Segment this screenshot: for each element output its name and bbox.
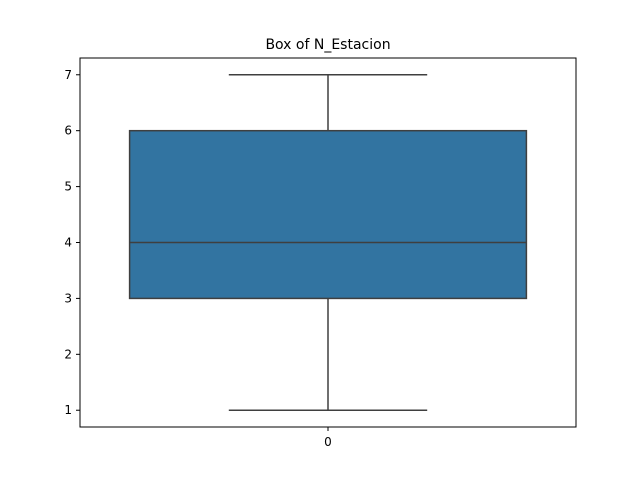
y-tick-label: 1 (64, 403, 72, 417)
y-tick-label: 6 (64, 124, 72, 138)
box-iqr (128, 129, 528, 300)
axes-frame (79, 57, 577, 428)
chart-title: Box of N_Estacion (265, 37, 390, 53)
y-axis: 1 2 3 4 5 6 7 (64, 68, 80, 417)
y-tick-label: 4 (64, 236, 72, 250)
y-tick-label: 5 (64, 180, 72, 194)
x-tick-label: 0 (324, 435, 332, 449)
x-axis: 0 (324, 427, 332, 449)
y-tick-label: 3 (64, 291, 72, 305)
y-tick-label: 7 (64, 68, 72, 82)
plot-area (128, 74, 528, 411)
y-tick-label: 2 (64, 347, 72, 361)
